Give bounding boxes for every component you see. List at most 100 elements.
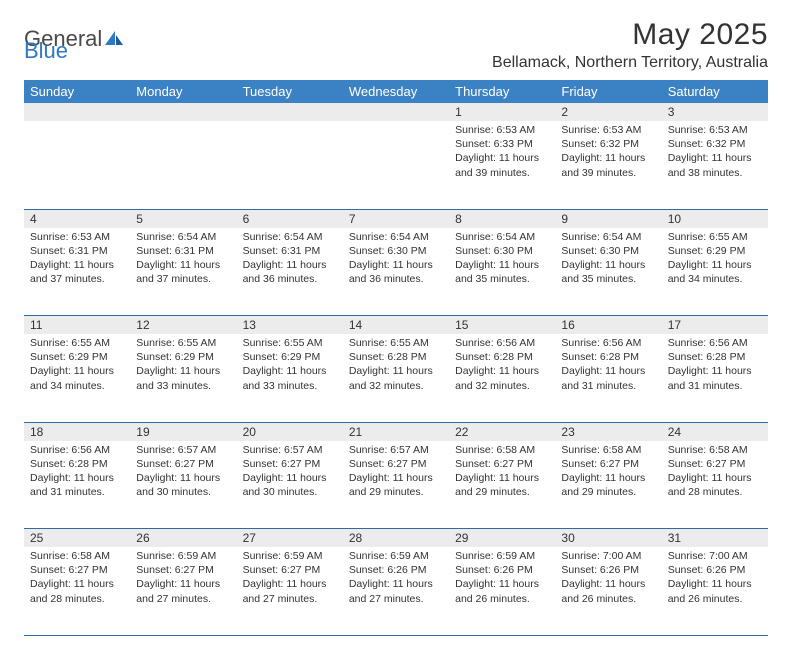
day-number: 26 [130, 529, 236, 548]
day-cell: Sunrise: 7:00 AMSunset: 6:26 PMDaylight:… [555, 547, 661, 635]
sunrise-line: Sunrise: 6:58 AM [668, 443, 762, 457]
day-number: 18 [24, 422, 130, 441]
daynum-row: 123 [24, 103, 768, 121]
day-number: 17 [662, 316, 768, 335]
day-cell: Sunrise: 6:54 AMSunset: 6:30 PMDaylight:… [343, 228, 449, 316]
sunset-line: Sunset: 6:27 PM [243, 457, 337, 471]
day-content: Sunrise: 6:58 AMSunset: 6:27 PMDaylight:… [449, 441, 555, 504]
day-number: 28 [343, 529, 449, 548]
day-content: Sunrise: 6:59 AMSunset: 6:27 PMDaylight:… [237, 547, 343, 610]
day-cell: Sunrise: 6:56 AMSunset: 6:28 PMDaylight:… [24, 441, 130, 529]
sunrise-line: Sunrise: 6:59 AM [136, 549, 230, 563]
day-header: Friday [555, 80, 661, 103]
sunrise-line: Sunrise: 6:53 AM [455, 123, 549, 137]
day-content: Sunrise: 6:55 AMSunset: 6:29 PMDaylight:… [130, 334, 236, 397]
calendar-body: 123Sunrise: 6:53 AMSunset: 6:33 PMDaylig… [24, 103, 768, 635]
day-number: 25 [24, 529, 130, 548]
sunrise-line: Sunrise: 6:55 AM [30, 336, 124, 350]
day-cell: Sunrise: 6:59 AMSunset: 6:26 PMDaylight:… [449, 547, 555, 635]
sunset-line: Sunset: 6:31 PM [30, 244, 124, 258]
daylight-line: Daylight: 11 hours and 28 minutes. [30, 577, 124, 605]
day-cell: Sunrise: 6:59 AMSunset: 6:27 PMDaylight:… [237, 547, 343, 635]
day-cell: Sunrise: 6:56 AMSunset: 6:28 PMDaylight:… [555, 334, 661, 422]
daylight-line: Daylight: 11 hours and 31 minutes. [30, 471, 124, 499]
sunset-line: Sunset: 6:27 PM [243, 563, 337, 577]
day-number: 12 [130, 316, 236, 335]
sunset-line: Sunset: 6:28 PM [561, 350, 655, 364]
sunrise-line: Sunrise: 6:56 AM [668, 336, 762, 350]
daylight-line: Daylight: 11 hours and 32 minutes. [455, 364, 549, 392]
day-cell: Sunrise: 6:58 AMSunset: 6:27 PMDaylight:… [24, 547, 130, 635]
daylight-line: Daylight: 11 hours and 26 minutes. [668, 577, 762, 605]
sunset-line: Sunset: 6:27 PM [668, 457, 762, 471]
daylight-line: Daylight: 11 hours and 32 minutes. [349, 364, 443, 392]
day-cell [24, 121, 130, 209]
day-cell: Sunrise: 6:53 AMSunset: 6:31 PMDaylight:… [24, 228, 130, 316]
sunset-line: Sunset: 6:27 PM [30, 563, 124, 577]
day-content: Sunrise: 6:53 AMSunset: 6:32 PMDaylight:… [662, 121, 768, 184]
daylight-line: Daylight: 11 hours and 34 minutes. [668, 258, 762, 286]
sunset-line: Sunset: 6:28 PM [455, 350, 549, 364]
sunset-line: Sunset: 6:33 PM [455, 137, 549, 151]
day-number: 30 [555, 529, 661, 548]
day-content: Sunrise: 6:53 AMSunset: 6:33 PMDaylight:… [449, 121, 555, 184]
day-content: Sunrise: 6:54 AMSunset: 6:31 PMDaylight:… [130, 228, 236, 291]
day-cell: Sunrise: 6:56 AMSunset: 6:28 PMDaylight:… [662, 334, 768, 422]
day-content: Sunrise: 6:54 AMSunset: 6:30 PMDaylight:… [449, 228, 555, 291]
sunrise-line: Sunrise: 6:57 AM [349, 443, 443, 457]
day-cell: Sunrise: 6:56 AMSunset: 6:28 PMDaylight:… [449, 334, 555, 422]
day-number [24, 103, 130, 121]
day-number: 3 [662, 103, 768, 121]
day-header: Sunday [24, 80, 130, 103]
day-content: Sunrise: 6:53 AMSunset: 6:32 PMDaylight:… [555, 121, 661, 184]
day-number: 4 [24, 209, 130, 228]
sunrise-line: Sunrise: 6:54 AM [349, 230, 443, 244]
daylight-line: Daylight: 11 hours and 30 minutes. [243, 471, 337, 499]
sunset-line: Sunset: 6:26 PM [561, 563, 655, 577]
sunrise-line: Sunrise: 6:55 AM [668, 230, 762, 244]
logo-sail-icon [104, 30, 124, 48]
day-content: Sunrise: 6:56 AMSunset: 6:28 PMDaylight:… [449, 334, 555, 397]
week-row: Sunrise: 6:53 AMSunset: 6:31 PM Daylight:… [24, 228, 768, 316]
day-number [130, 103, 236, 121]
day-header: Tuesday [237, 80, 343, 103]
day-cell: Sunrise: 6:53 AMSunset: 6:32 PMDaylight:… [555, 121, 661, 209]
day-content: Sunrise: 6:58 AMSunset: 6:27 PMDaylight:… [555, 441, 661, 504]
day-header: Saturday [662, 80, 768, 103]
sunrise-line: Sunrise: 7:00 AM [668, 549, 762, 563]
sunrise-line: Sunrise: 6:57 AM [243, 443, 337, 457]
day-cell: Sunrise: 6:59 AMSunset: 6:27 PMDaylight:… [130, 547, 236, 635]
day-cell: Sunrise: 7:00 AMSunset: 6:26 PMDaylight:… [662, 547, 768, 635]
day-number: 24 [662, 422, 768, 441]
daylight-line: Daylight: 11 hours and 36 minutes. [349, 258, 443, 286]
daynum-row: 25262728293031 [24, 529, 768, 548]
day-number: 21 [343, 422, 449, 441]
day-cell: Sunrise: 6:58 AMSunset: 6:27 PMDaylight:… [449, 441, 555, 529]
day-number: 20 [237, 422, 343, 441]
day-cell: Sunrise: 6:53 AMSunset: 6:32 PMDaylight:… [662, 121, 768, 209]
daylight-line: Daylight: 11 hours and 33 minutes. [243, 364, 337, 392]
sunset-line: Sunset: 6:28 PM [349, 350, 443, 364]
daylight-line: Daylight: 11 hours and 35 minutes. [455, 258, 549, 286]
day-cell: Sunrise: 6:53 AMSunset: 6:33 PMDaylight:… [449, 121, 555, 209]
day-header: Wednesday [343, 80, 449, 103]
sunset-line: Sunset: 6:30 PM [561, 244, 655, 258]
day-content: Sunrise: 6:58 AMSunset: 6:27 PMDaylight:… [662, 441, 768, 504]
day-content: Sunrise: 6:55 AMSunset: 6:29 PMDaylight:… [237, 334, 343, 397]
day-cell: Sunrise: 6:55 AMSunset: 6:29 PMDaylight:… [24, 334, 130, 422]
day-cell: Sunrise: 6:59 AMSunset: 6:26 PMDaylight:… [343, 547, 449, 635]
daylight-line: Daylight: 11 hours and 27 minutes. [349, 577, 443, 605]
sunrise-line: Sunrise: 6:54 AM [561, 230, 655, 244]
week-row: Sunrise: 6:55 AMSunset: 6:29 PM Daylight:… [24, 334, 768, 422]
sunset-line: Sunset: 6:30 PM [349, 244, 443, 258]
day-content: Sunrise: 6:54 AMSunset: 6:30 PMDaylight:… [555, 228, 661, 291]
sunset-line: Sunset: 6:26 PM [668, 563, 762, 577]
sunset-line: Sunset: 6:27 PM [136, 457, 230, 471]
sunrise-line: Sunrise: 6:53 AM [30, 230, 124, 244]
sunset-line: Sunset: 6:29 PM [30, 350, 124, 364]
day-content: Sunrise: 6:59 AMSunset: 6:27 PMDaylight:… [130, 547, 236, 610]
day-number: 6 [237, 209, 343, 228]
day-cell [343, 121, 449, 209]
header: General May 2025 Bellamack, Northern Ter… [24, 18, 768, 72]
day-number: 13 [237, 316, 343, 335]
